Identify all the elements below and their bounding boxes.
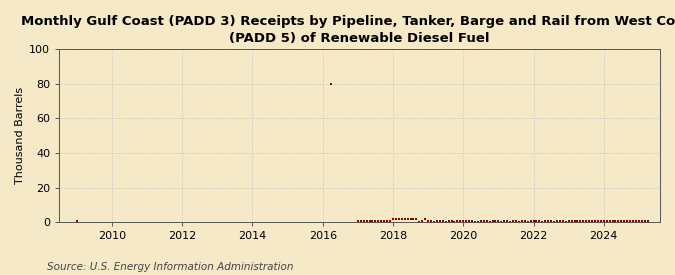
Text: Source: U.S. Energy Information Administration: Source: U.S. Energy Information Administ… <box>47 262 294 272</box>
Y-axis label: Thousand Barrels: Thousand Barrels <box>15 87 25 184</box>
Title: Monthly Gulf Coast (PADD 3) Receipts by Pipeline, Tanker, Barge and Rail from We: Monthly Gulf Coast (PADD 3) Receipts by … <box>21 15 675 45</box>
